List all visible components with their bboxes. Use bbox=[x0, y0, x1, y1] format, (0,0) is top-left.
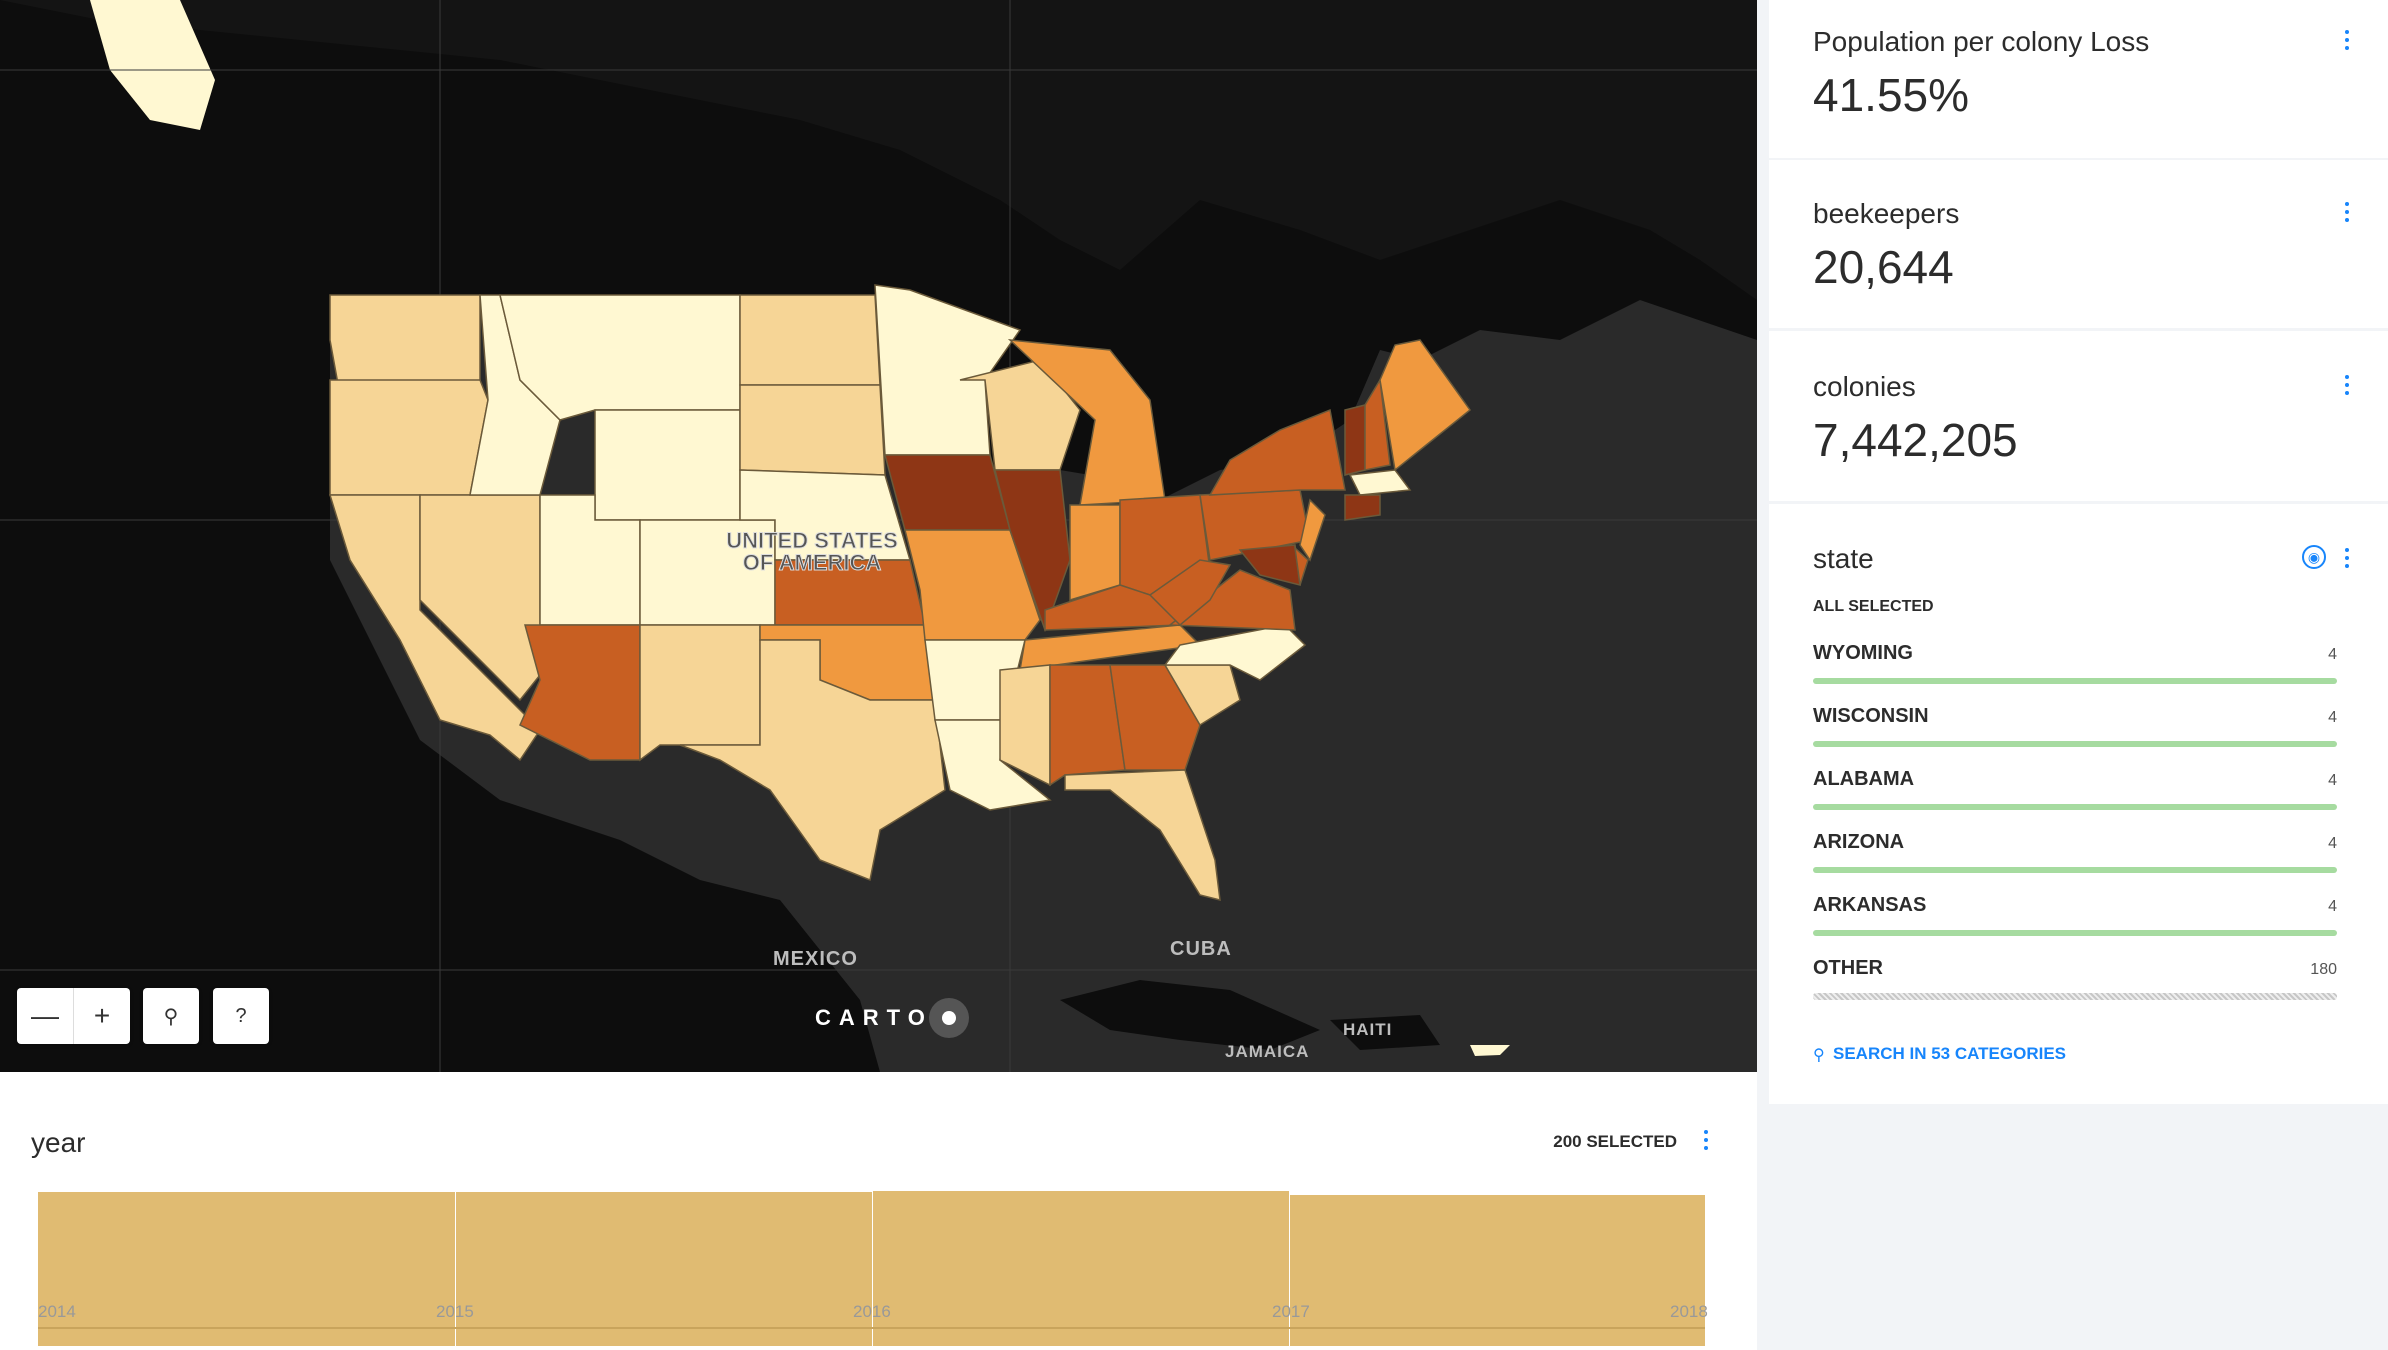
search-categories-icon: ⚲ bbox=[1813, 1047, 1825, 1064]
state-oregon bbox=[329, 379, 489, 496]
category-bar bbox=[1813, 678, 2337, 684]
loss-title: Population per colony Loss bbox=[1813, 26, 2150, 57]
category-bar bbox=[1813, 741, 2337, 747]
all-selected-label: ALL SELECTED bbox=[1813, 598, 1934, 615]
year-tick: 2015 bbox=[436, 1302, 474, 1321]
state-west-virginia bbox=[1148, 559, 1232, 627]
haiti-label: HAITI bbox=[1343, 1020, 1393, 1039]
carto-logo[interactable]: CARTO bbox=[815, 998, 969, 1038]
category-bar bbox=[1813, 804, 2337, 810]
category-count: 4 bbox=[2328, 835, 2337, 852]
histogram-bar bbox=[873, 1191, 1289, 1346]
beekeepers-value: 20,644 bbox=[1813, 241, 1954, 293]
loss-widget: Population per colony Loss 41.55% bbox=[1769, 0, 2388, 158]
carto-logo-text: CARTO bbox=[815, 1005, 933, 1030]
colonies-widget: colonies 7,442,205 bbox=[1769, 331, 2388, 501]
category-count: 4 bbox=[2328, 709, 2337, 726]
state-alabama bbox=[1049, 664, 1126, 787]
year-selected-count: 200 SELECTED bbox=[1553, 1132, 1677, 1151]
zoom-divider bbox=[73, 988, 74, 1044]
search-categories-link[interactable]: SEARCH IN 53 CATEGORIES bbox=[1833, 1044, 2067, 1063]
category-name: WYOMING bbox=[1813, 642, 1913, 664]
category-name: ALABAMA bbox=[1813, 768, 1915, 790]
state-menu-icon[interactable] bbox=[2344, 548, 2350, 568]
state-new-york bbox=[1208, 408, 1346, 496]
usa-label: UNITED STATES OF AMERICA bbox=[726, 528, 899, 575]
state-georgia bbox=[1109, 664, 1201, 771]
help-icon: ? bbox=[235, 1004, 247, 1027]
state-delaware bbox=[1293, 546, 1309, 586]
help-button[interactable]: ? bbox=[213, 988, 269, 1044]
state-illinois bbox=[994, 469, 1071, 633]
state-texas bbox=[679, 639, 946, 882]
category-name: OTHER bbox=[1813, 957, 1883, 979]
state-indiana bbox=[1069, 504, 1121, 602]
colonies-title: colonies bbox=[1813, 371, 1916, 402]
carto-logo-icon bbox=[928, 998, 969, 1038]
state-new-mexico bbox=[639, 624, 761, 762]
category-count: 4 bbox=[2328, 898, 2337, 915]
category-bar bbox=[1813, 867, 2337, 873]
state-new-hampshire bbox=[1364, 377, 1391, 471]
category-bar bbox=[1813, 930, 2337, 936]
state-south-dakota bbox=[739, 384, 886, 476]
jamaica-label: JAMAICA bbox=[1225, 1042, 1310, 1061]
state-massachusetts bbox=[1348, 469, 1412, 496]
category-count: 4 bbox=[2328, 772, 2337, 789]
state-iowa bbox=[884, 454, 1011, 531]
search-button[interactable]: ⚲ bbox=[143, 988, 199, 1044]
category-count: 4 bbox=[2328, 646, 2337, 663]
state-widget: state ◉ ALL SELECTED WYOMING 4 WISCONSIN… bbox=[1769, 504, 2388, 1104]
state-title: state bbox=[1813, 543, 1874, 574]
beekeepers-widget: beekeepers 20,644 bbox=[1769, 160, 2388, 328]
year-title: year bbox=[31, 1127, 86, 1158]
color-drop-icon[interactable]: ◉ bbox=[2302, 545, 2326, 569]
cuba-label: CUBA bbox=[1170, 938, 1232, 960]
loss-menu-icon[interactable] bbox=[2344, 30, 2350, 50]
year-tick: 2016 bbox=[853, 1302, 891, 1321]
state-arizona bbox=[519, 624, 641, 761]
map[interactable]: UNITED STATES OF AMERICA MEXICO CUBA JAM… bbox=[0, 0, 1757, 1072]
histogram-bar bbox=[1290, 1195, 1705, 1346]
year-menu-icon[interactable] bbox=[1703, 1130, 1709, 1150]
state-north-dakota bbox=[739, 294, 881, 386]
state-connecticut bbox=[1344, 494, 1381, 521]
loss-value: 41.55% bbox=[1813, 69, 1970, 121]
colonies-menu-icon[interactable] bbox=[2344, 375, 2350, 395]
category-count: 180 bbox=[2310, 961, 2337, 978]
zoom-out-button[interactable]: — bbox=[31, 1000, 59, 1031]
state-vermont bbox=[1344, 404, 1366, 476]
year-widget: year 200 SELECTED 2014 2015 2016 2017 20… bbox=[0, 1072, 1757, 1350]
histogram-bar bbox=[38, 1192, 455, 1346]
year-tick: 2017 bbox=[1272, 1302, 1310, 1321]
colonies-value: 7,442,205 bbox=[1813, 414, 2018, 466]
year-histogram[interactable] bbox=[0, 1072, 1757, 1350]
year-tick: 2014 bbox=[38, 1302, 76, 1321]
map-canvas[interactable] bbox=[0, 0, 1757, 1072]
zoom-control: — + bbox=[17, 988, 130, 1044]
state-florida bbox=[1064, 769, 1221, 901]
category-bar bbox=[1813, 993, 2337, 1000]
category-name: ARKANSAS bbox=[1813, 894, 1927, 916]
beekeepers-title: beekeepers bbox=[1813, 198, 1960, 229]
zoom-in-button[interactable]: + bbox=[93, 1000, 111, 1031]
category-name: WISCONSIN bbox=[1813, 705, 1929, 727]
state-new-jersey bbox=[1299, 498, 1326, 562]
beekeepers-menu-icon[interactable] bbox=[2344, 202, 2350, 222]
state-maine bbox=[1379, 339, 1472, 472]
histogram-bar bbox=[456, 1192, 872, 1346]
mexico-label: MEXICO bbox=[773, 948, 858, 970]
state-wyoming bbox=[594, 409, 741, 521]
widgets-panel: Population per colony Loss 41.55% beekee… bbox=[1757, 0, 2388, 1350]
year-tick: 2018 bbox=[1670, 1302, 1708, 1321]
category-name: ARIZONA bbox=[1813, 831, 1905, 853]
search-icon: ⚲ bbox=[163, 1005, 179, 1028]
